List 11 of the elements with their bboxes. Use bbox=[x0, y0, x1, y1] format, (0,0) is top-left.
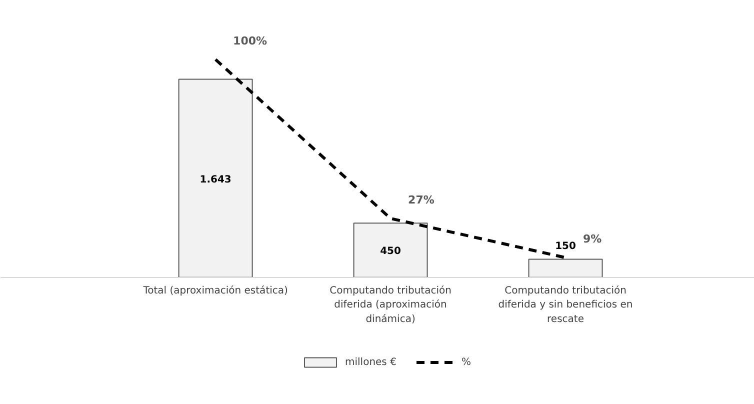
legend-label: % bbox=[461, 356, 472, 368]
x-tick-label: Computando tributación diferida (aproximación dinámica) bbox=[330, 285, 452, 325]
data-label: 150 bbox=[555, 241, 576, 252]
data-label: 27% bbox=[408, 193, 434, 206]
x-tick-label: Total (aproximación estática) bbox=[142, 285, 288, 296]
data-label: 1.643 bbox=[200, 174, 232, 186]
data-label: 100% bbox=[233, 34, 268, 48]
legend-label: millones € bbox=[345, 356, 396, 368]
data-label: 9% bbox=[583, 232, 602, 246]
x-tick-label: Computando tributación diferida y sin beneficios en rescate bbox=[498, 285, 633, 325]
data-label: 450 bbox=[380, 246, 402, 258]
